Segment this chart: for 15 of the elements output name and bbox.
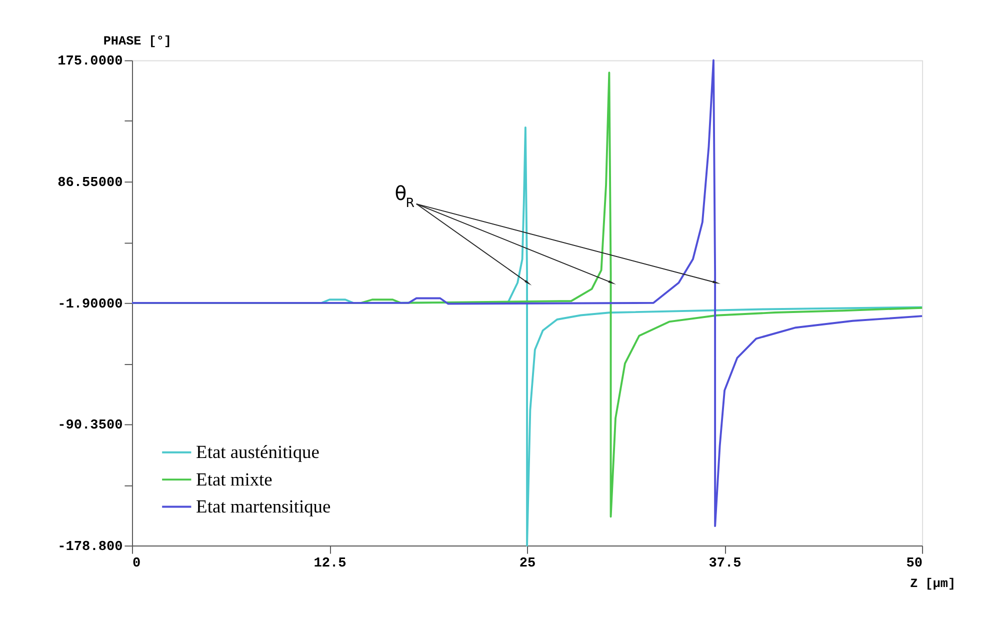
y-tick-label: -1.90000 xyxy=(58,297,123,312)
y-tick-label: 175.0000 xyxy=(58,54,123,70)
x-axis-title: Z [µm] xyxy=(910,576,956,591)
legend-label: Etat mixte xyxy=(196,469,272,490)
x-tick-label: 50 xyxy=(906,556,923,572)
x-tick-label: 12.5 xyxy=(314,556,346,572)
y-axis-title: PHASE [°] xyxy=(103,34,172,48)
y-tick-label: -90.3500 xyxy=(58,418,123,434)
x-tick-label: 37.5 xyxy=(708,556,742,572)
legend-label: Etat martensitique xyxy=(196,496,331,517)
y-tick-label: -178.800 xyxy=(58,540,123,555)
y-tick-label: 86.55000 xyxy=(58,176,123,191)
x-tick-label: 25 xyxy=(519,556,536,572)
x-tick-label: 0 xyxy=(132,556,141,572)
legend-label: Etat austénitique xyxy=(196,442,320,462)
